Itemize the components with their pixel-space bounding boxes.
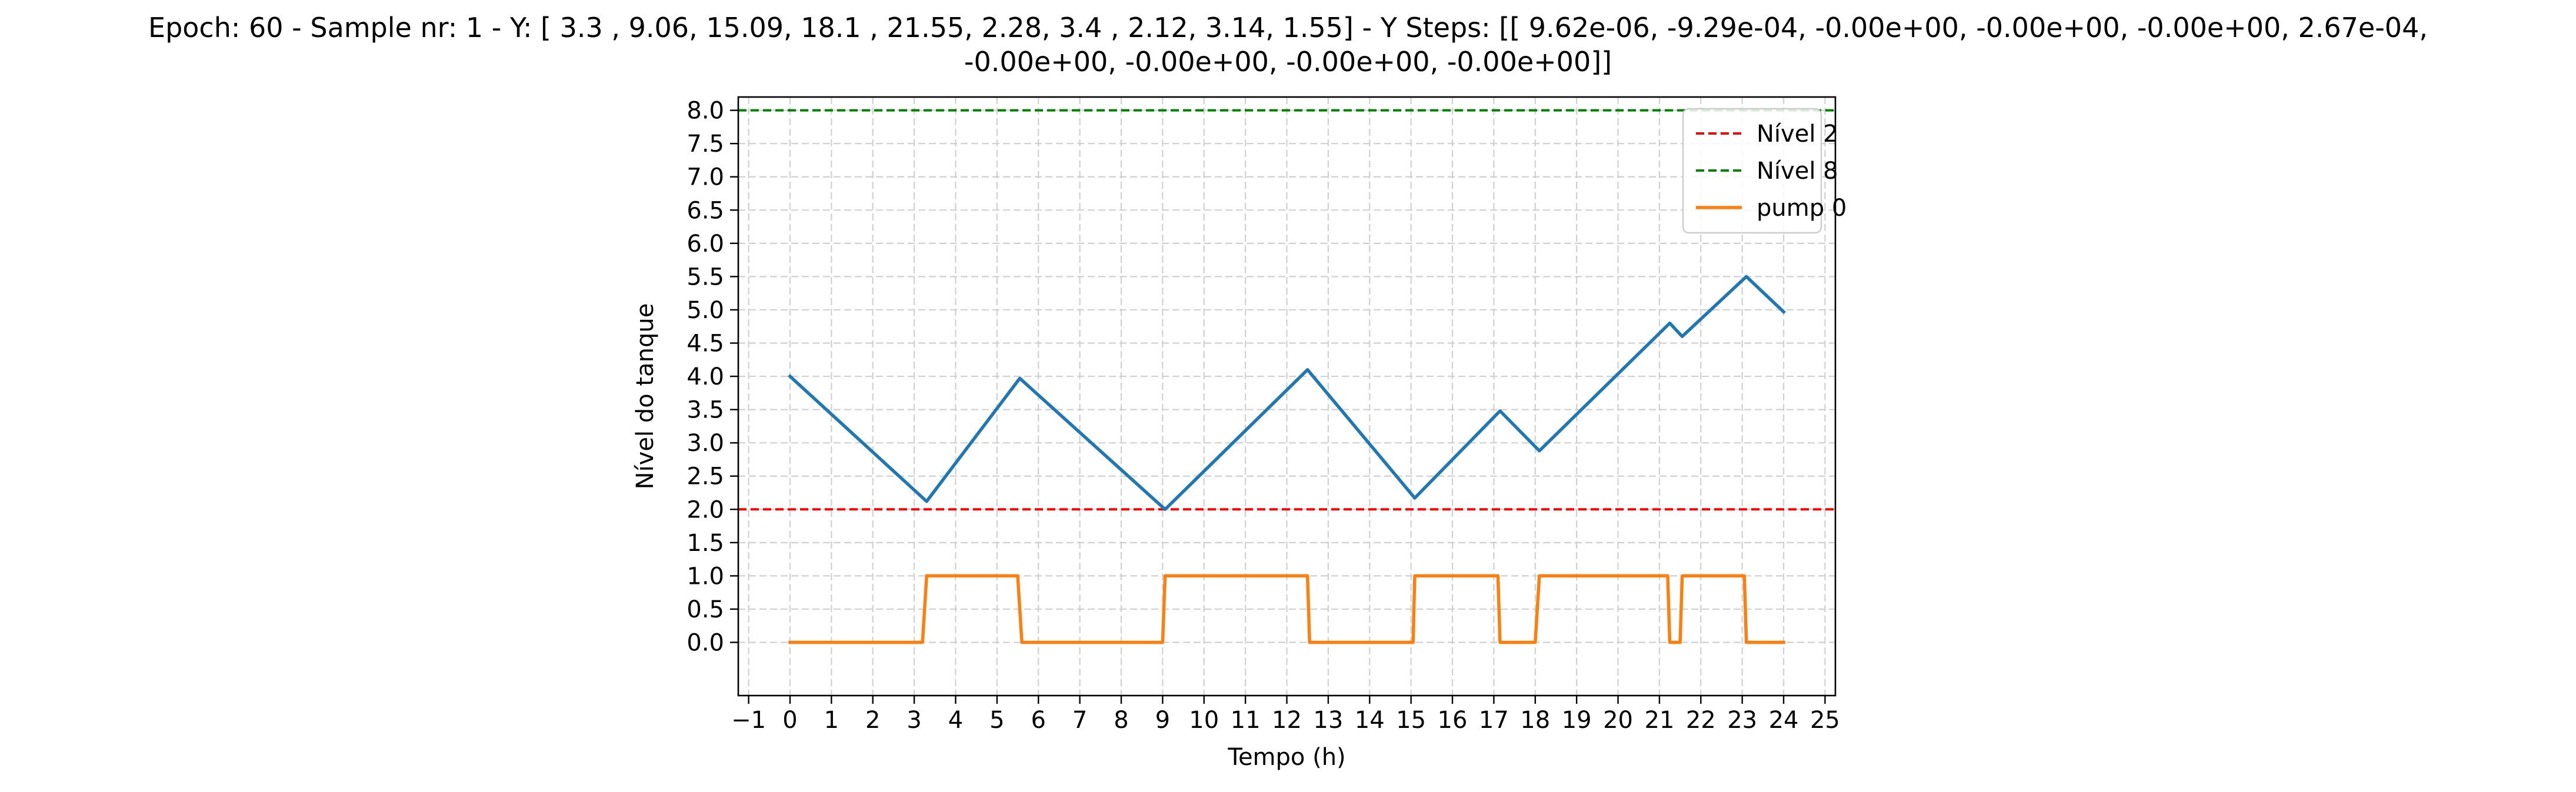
y-tick-label: 1.0 [687,563,724,590]
legend-label: Nível 2 [1757,121,1838,148]
y-tick-label: 2.0 [687,496,724,523]
y-axis-label: Nível do tanque [632,303,659,490]
y-tick-label: 2.5 [687,463,724,490]
x-axis-ticks: −1 0 1 2 3 4 5 6 7 8 9 10 11 12 13 14 15 16 17 18 19 20 21 22 23… [731,696,1840,734]
y-tick-label: 1.5 [687,530,724,557]
legend-label: pump 0 [1757,195,1847,222]
y-tick-label: 5.5 [687,263,724,290]
legend-label: Nível 8 [1757,158,1838,185]
grid-lines [738,97,1835,696]
x-tick-label: 4 [948,707,963,734]
y-tick-label: 8.0 [687,98,724,125]
x-tick-label: 17 [1479,707,1509,734]
x-tick-label: 10 [1189,707,1219,734]
y-tick-label: 4.0 [687,363,724,390]
y-tick-label: 6.0 [687,230,724,258]
x-tick-label: 9 [1155,707,1170,734]
x-tick-label: 0 [782,707,797,734]
chart-title: Epoch: 60 - Sample nr: 1 - Y: [ 3.3 , 9.… [148,12,2428,78]
x-tick-label: −1 [731,707,766,734]
x-tick-label: 5 [989,707,1004,734]
y-tick-label: 6.5 [687,197,724,224]
x-tick-label: 19 [1562,707,1592,734]
x-tick-label: 8 [1114,707,1128,734]
y-tick-label: 4.5 [687,330,724,357]
x-tick-label: 18 [1520,707,1550,734]
x-tick-label: 23 [1727,707,1757,734]
x-tick-label: 22 [1686,707,1716,734]
x-tick-label: 20 [1603,707,1633,734]
x-tick-label: 16 [1438,707,1468,734]
y-axis-ticks: 0.0 0.5 1.0 1.5 2.0 2.5 3.0 3.5 4.0 4.5 5.0 5.5 6.0 6… [687,98,738,657]
series-line [788,275,1786,512]
x-tick-label: 11 [1231,707,1261,734]
x-tick-label: 21 [1644,707,1674,734]
reference-lines [738,109,1835,511]
y-tick-label: 3.0 [687,430,724,457]
y-tick-label: 5.0 [687,297,724,324]
x-tick-label: 3 [907,707,921,734]
x-tick-label: 12 [1272,707,1302,734]
series-line [788,574,1785,644]
x-axis-label: Tempo (h) [1227,744,1345,771]
y-tick-label: 7.5 [687,131,724,158]
y-tick-label: 7.0 [687,164,724,191]
x-tick-label: 24 [1769,707,1799,734]
series-group [788,275,1786,644]
x-tick-label: 7 [1072,707,1087,734]
x-tick-label: 25 [1810,707,1840,734]
y-tick-label: 0.0 [687,630,724,657]
x-tick-label: 15 [1396,707,1426,734]
x-tick-label: 14 [1355,707,1385,734]
legend-box [1682,108,1822,234]
x-tick-label: 1 [824,707,839,734]
y-tick-label: 3.5 [687,397,724,424]
y-tick-label: 0.5 [687,596,724,623]
x-tick-label: 6 [1031,707,1046,734]
x-tick-label: 2 [865,707,880,734]
legend: Nível 2 Nível 8 pump 0 [1682,108,1847,234]
x-tick-label: 13 [1313,707,1343,734]
